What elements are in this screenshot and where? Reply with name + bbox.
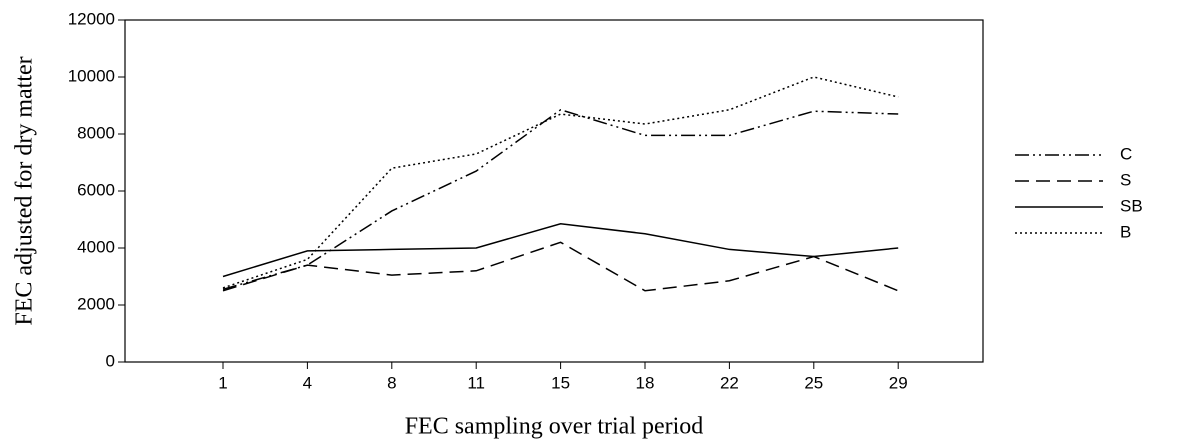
series-line: [222, 241, 899, 292]
y-tick-label: 2000: [77, 294, 115, 313]
y-tick-label: 10000: [68, 66, 115, 85]
y-tick-label: 0: [106, 351, 115, 370]
legend-label: B: [1120, 222, 1131, 241]
x-tick-label: 18: [636, 373, 655, 392]
y-tick-label: 8000: [77, 123, 115, 142]
y-axis-label: FEC adjusted for dry matter: [12, 56, 38, 325]
x-tick-label: 15: [551, 373, 570, 392]
x-tick-label: 25: [804, 373, 823, 392]
x-tick-label: 22: [720, 373, 739, 392]
y-tick-label: 4000: [77, 237, 115, 256]
x-tick-label: 11: [467, 373, 485, 392]
x-tick-label: 4: [303, 373, 312, 392]
series-line: [222, 76, 899, 289]
x-tick-label: 29: [889, 373, 908, 392]
legend-label: C: [1120, 144, 1132, 163]
series-line: [222, 108, 899, 291]
x-tick-label: 1: [218, 373, 227, 392]
legend-label: SB: [1120, 196, 1143, 215]
plot-frame: [124, 19, 984, 363]
x-tick-label: 8: [387, 373, 396, 392]
x-axis-label: FEC sampling over trial period: [405, 414, 704, 440]
series-line: [222, 223, 899, 278]
y-tick-label: 12000: [68, 9, 115, 28]
legend-label: S: [1120, 170, 1131, 189]
y-tick-label: 6000: [77, 180, 115, 199]
